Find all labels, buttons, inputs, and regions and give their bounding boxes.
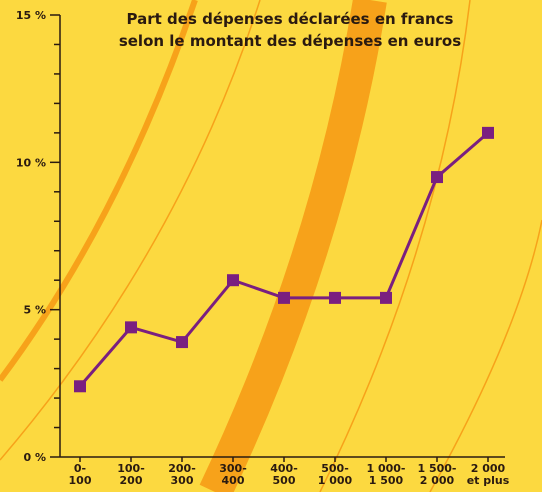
y-tick-label: 5 % (23, 304, 46, 317)
marker (431, 171, 443, 183)
marker (482, 127, 494, 139)
chart-title: selon le montant des dépenses en euros (119, 32, 461, 50)
marker (380, 292, 392, 304)
marker (329, 292, 341, 304)
marker (227, 274, 239, 286)
background (0, 0, 542, 492)
chart-title: Part des dépenses déclarées en francs (127, 10, 454, 28)
x-tick-label: 400-500 (270, 462, 298, 487)
x-tick-label-line: 400 (222, 474, 245, 487)
x-tick-label: 500-1 000 (318, 462, 353, 487)
x-tick-label-line: 1 500 (369, 474, 404, 487)
x-tick-label: 200-300 (168, 462, 196, 487)
marker (176, 336, 188, 348)
x-tick-label-line: 2 000 (420, 474, 455, 487)
x-tick-label-line: 1 000 (318, 474, 353, 487)
x-tick-label-line: 500 (273, 474, 296, 487)
y-tick-label: 15 % (16, 9, 46, 22)
x-tick-label-line: 200 (120, 474, 143, 487)
x-tick-label-line: 300 (171, 474, 194, 487)
y-tick-label: 10 % (16, 156, 46, 169)
marker (278, 292, 290, 304)
y-tick-label: 0 % (23, 451, 46, 464)
x-tick-label: 1 500-2 000 (417, 462, 456, 487)
x-tick-label: 300-400 (219, 462, 247, 487)
x-tick-label-line: et plus (467, 474, 510, 487)
x-tick-label-line: 100 (69, 474, 92, 487)
x-tick-label: 100-200 (117, 462, 145, 487)
chart: Part des dépenses déclarées en francs se… (0, 0, 542, 492)
marker (74, 380, 86, 392)
x-tick-label: 1 000-1 500 (366, 462, 405, 487)
marker (125, 321, 137, 333)
